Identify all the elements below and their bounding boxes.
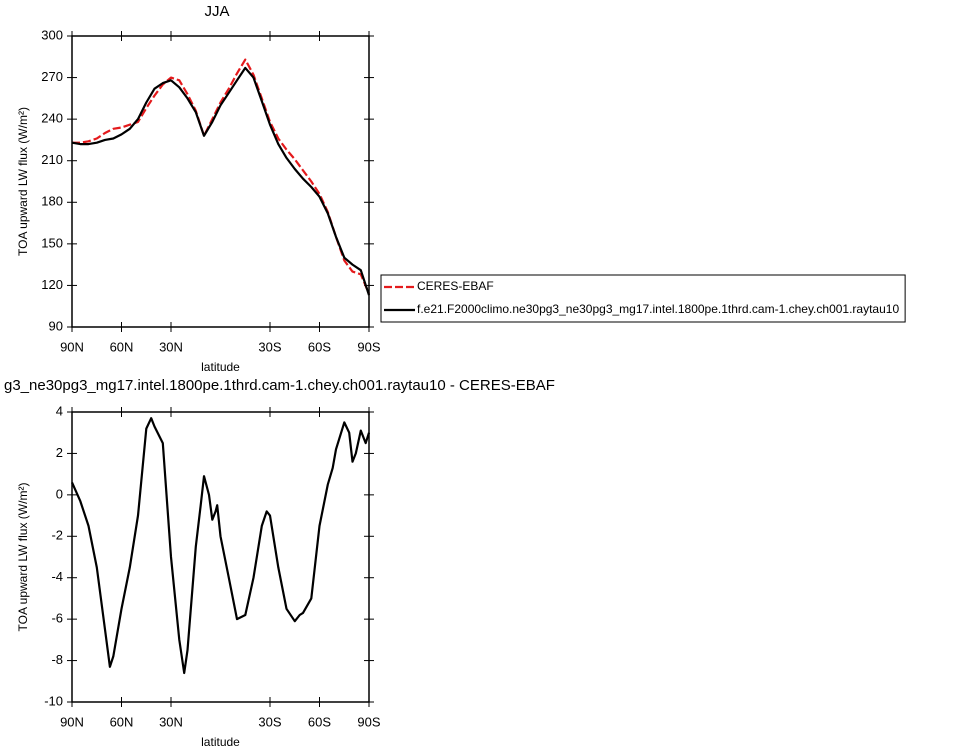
x-tick-label: 60S — [308, 714, 331, 729]
y-tick-label: 270 — [41, 69, 63, 84]
legend: CERES-EBAF f.e21.F2000climo.ne30pg3_ne30p… — [380, 274, 906, 323]
x-tick-label: 30S — [258, 714, 281, 729]
data-line — [70, 417, 371, 675]
y-tick-label: 300 — [41, 27, 63, 42]
legend-box — [380, 274, 906, 323]
plot-frame — [71, 411, 370, 703]
x-tick-label: 60N — [110, 339, 134, 354]
y-tick-label: -2 — [51, 528, 63, 543]
x-tick-label: 90N — [60, 714, 84, 729]
y-tick-label: 120 — [41, 277, 63, 292]
y-tick-label: 2 — [56, 445, 63, 460]
x-tick-label: 60N — [110, 714, 134, 729]
y-tick-label: 4 — [56, 403, 63, 418]
x-tick-label: 90S — [357, 339, 380, 354]
x-tick-label: 90S — [357, 714, 380, 729]
x-tick-label: 90N — [60, 339, 84, 354]
y-tick-label: -6 — [51, 611, 63, 626]
y-tick-label: 150 — [41, 235, 63, 250]
y-tick-label: 210 — [41, 152, 63, 167]
x-axis-label: latitude — [201, 360, 240, 374]
y-axis-label: TOA upward LW flux (W/m²) — [16, 483, 30, 632]
data-line — [71, 66, 371, 296]
x-tick-label: 30S — [258, 339, 281, 354]
y-tick-label: 180 — [41, 194, 63, 209]
x-tick-label: 30N — [159, 714, 183, 729]
data-line — [72, 58, 371, 295]
x-tick-label: 30N — [159, 339, 183, 354]
x-axis-label: latitude — [201, 735, 240, 749]
y-tick-label: -8 — [51, 652, 63, 667]
legend-label: CERES-EBAF — [417, 279, 494, 293]
y-tick-label: 0 — [56, 486, 63, 501]
y-tick-label: -4 — [51, 569, 63, 584]
y-tick-label: 240 — [41, 111, 63, 126]
plot-frame — [71, 35, 370, 328]
chart-title: JJA — [204, 3, 229, 20]
y-axis-label: TOA upward LW flux (W/m²) — [16, 107, 30, 256]
x-tick-label: 60S — [308, 339, 331, 354]
y-tick-label: 90 — [49, 318, 63, 333]
y-tick-label: -10 — [44, 693, 63, 708]
chart-title: g3_ne30pg3_mg17.intel.1800pe.1thrd.cam-1… — [4, 377, 555, 394]
legend-label: f.e21.F2000climo.ne30pg3_ne30pg3_mg17.in… — [417, 302, 899, 316]
